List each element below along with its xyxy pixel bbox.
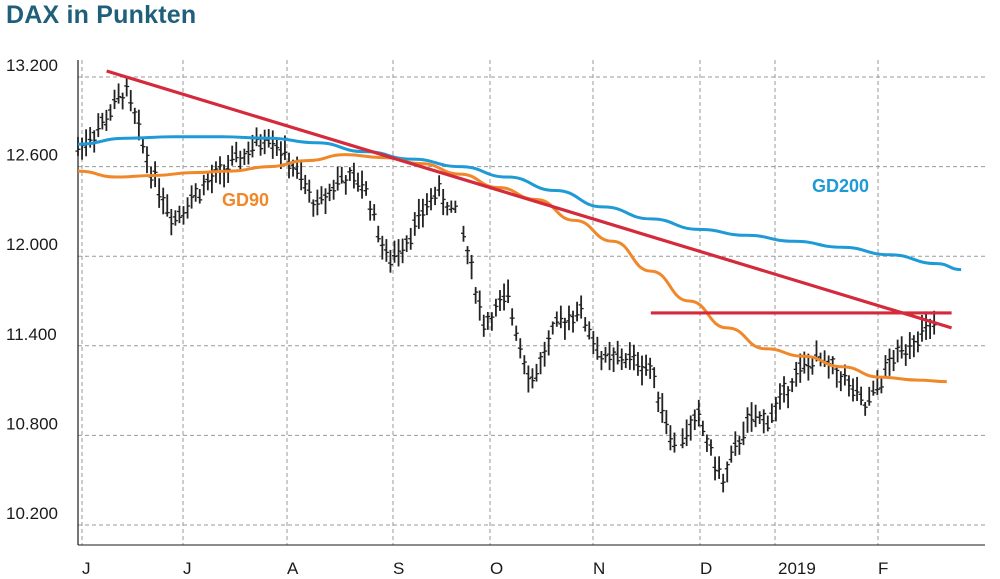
y-tick-label: 12.000 bbox=[6, 235, 58, 254]
x-tick-label: S bbox=[393, 559, 404, 578]
y-tick-label: 13.200 bbox=[6, 56, 58, 75]
trend-lines bbox=[106, 69, 953, 330]
x-tick-label: J bbox=[82, 559, 91, 578]
downtrend-line bbox=[106, 69, 953, 330]
y-tick-label: 10.200 bbox=[6, 504, 58, 523]
annotations: GD90 GD200 bbox=[222, 176, 869, 210]
y-tick-label: 11.400 bbox=[6, 325, 57, 344]
y-tick-label: 12.600 bbox=[6, 146, 58, 165]
x-axis: J J A S O N D 2019 F bbox=[82, 559, 888, 578]
grid bbox=[77, 60, 985, 546]
series-label-gd90: GD90 bbox=[222, 190, 269, 210]
x-tick-label: N bbox=[593, 559, 605, 578]
series-line-gd200 bbox=[77, 135, 962, 272]
x-tick-label: F bbox=[878, 559, 888, 578]
chart-title: DAX in Punkten bbox=[6, 1, 197, 29]
x-tick-label: A bbox=[287, 559, 299, 578]
x-tick-label: J bbox=[183, 559, 192, 578]
x-tick-label: O bbox=[490, 559, 503, 578]
x-tick-label: 2019 bbox=[778, 559, 816, 578]
y-axis: 13.200 12.600 12.000 11.400 10.800 10.200 bbox=[6, 56, 58, 523]
price-bars bbox=[75, 76, 937, 493]
y-tick-label: 10.800 bbox=[6, 414, 58, 433]
x-tick-label: D bbox=[700, 559, 712, 578]
series-label-gd200: GD200 bbox=[812, 176, 869, 196]
